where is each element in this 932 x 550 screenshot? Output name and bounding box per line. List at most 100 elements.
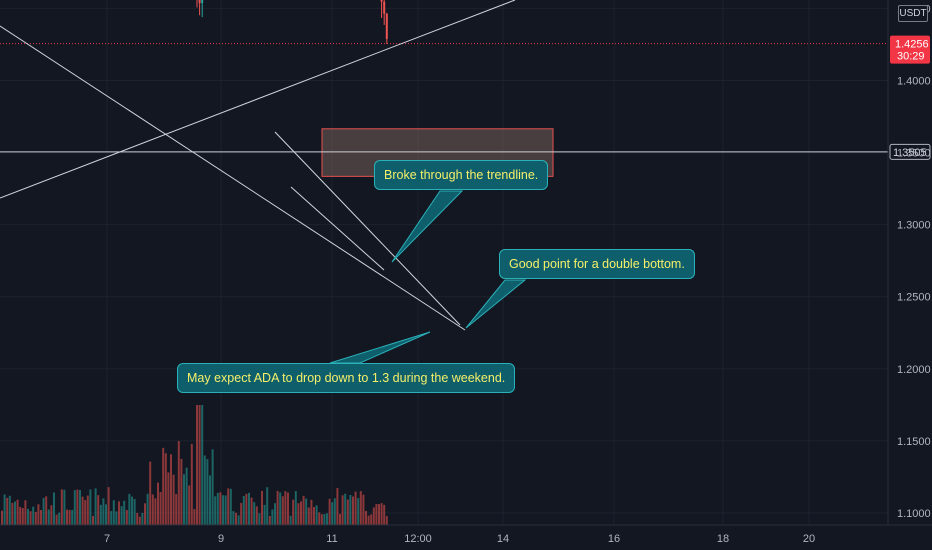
volume-bar: [29, 511, 32, 525]
volume-bar: [315, 505, 318, 525]
volume-bar: [68, 510, 71, 525]
volume-bar: [289, 515, 292, 525]
current-price-tag: [890, 35, 930, 64]
y-tick-label: 1.1000: [897, 508, 931, 520]
volume-bar: [84, 500, 87, 525]
volume-bar: [102, 498, 105, 525]
volume-bar: [172, 474, 175, 525]
volume-bar: [167, 472, 170, 525]
volume-bar: [318, 512, 321, 525]
volume-bar: [268, 516, 271, 525]
candlesticks: [196, 0, 388, 44]
volume-bar: [198, 405, 201, 525]
volume-bar: [92, 515, 94, 525]
volume-bar: [302, 495, 305, 525]
callout-pointer-double-bottom: [465, 279, 527, 329]
volume-bar: [131, 496, 133, 525]
volume-bar: [349, 494, 352, 525]
volume-bar: [287, 492, 289, 525]
x-tick-label: 12:00: [404, 533, 432, 545]
volume-bar: [89, 489, 92, 525]
volume-bar: [271, 509, 274, 525]
y-tick-label: 1.2000: [897, 364, 931, 376]
volume-bar: [367, 515, 370, 525]
volume-bar: [1, 510, 3, 525]
volume-bar: [188, 485, 191, 525]
volume-bar: [284, 491, 287, 525]
volume-bar: [6, 497, 9, 525]
volume-bar: [14, 501, 16, 525]
volume-bar: [42, 497, 45, 525]
x-tick-label: 7: [104, 533, 110, 545]
volume-bar: [47, 509, 50, 525]
volume-bar: [55, 514, 58, 525]
currency-badge[interactable]: USDT: [898, 5, 928, 22]
volume-bar: [354, 491, 357, 525]
volume-bar: [203, 455, 206, 525]
callout-pointers: [329, 190, 527, 364]
volume-bar: [227, 488, 230, 525]
horizontal-levels: 1.80291.76291.61811.54221.35051.425630:2…: [0, 35, 931, 160]
volume-bar: [219, 492, 222, 525]
volume-bar: [365, 511, 367, 525]
volume-bar: [352, 496, 354, 525]
volume-bar: [71, 509, 74, 525]
volume-bar: [99, 504, 102, 525]
volume-bar: [310, 499, 313, 525]
volume-bar: [40, 510, 42, 525]
annotation-trendline-break[interactable]: Broke through the trendline.: [374, 160, 549, 190]
volume-bar: [32, 506, 35, 525]
volume-bar: [339, 513, 341, 525]
y-tick-label: 1.3500: [897, 148, 931, 160]
volume-bar: [261, 490, 263, 525]
volume-bar: [346, 499, 349, 525]
volume-bar: [149, 461, 152, 525]
volume-bar: [326, 513, 328, 525]
volume-bar: [120, 506, 123, 525]
volume-bar: [378, 504, 380, 525]
x-tick-label: 18: [717, 533, 729, 545]
volume-bar: [37, 504, 40, 525]
volume-bar: [63, 489, 66, 525]
candle-body: [380, 0, 383, 2]
volume-bar: [11, 502, 14, 525]
volume-bar: [385, 516, 388, 525]
volume-bar: [94, 488, 97, 525]
level-tag: [889, 143, 931, 160]
annotation-weekend-drop[interactable]: May expect ADA to drop down to 1.3 durin…: [177, 363, 516, 393]
volume-bar: [97, 495, 100, 525]
rising-trendline: [0, 0, 516, 199]
volume-bar: [24, 500, 27, 525]
volume-bar: [232, 511, 235, 525]
candle-body: [201, 0, 204, 4]
volume-bar: [107, 487, 110, 525]
volume-bar: [16, 499, 19, 525]
channel-lower-line: [290, 186, 385, 271]
volume-bar: [323, 514, 326, 525]
annotation-double-bottom[interactable]: Good point for a double bottom.: [499, 249, 695, 279]
volume-bar: [73, 490, 76, 525]
volume-bar: [313, 506, 315, 525]
volume-bar: [58, 512, 61, 525]
volume-bar: [263, 504, 266, 525]
volume-bar: [159, 492, 162, 525]
volume-bars: [1, 405, 388, 525]
volume-bar: [281, 496, 284, 525]
callout-pointer-trendline: [391, 190, 464, 263]
volume-bar: [141, 512, 144, 525]
volume-bar: [154, 498, 157, 525]
callout-pointer-weekend: [329, 331, 431, 364]
volume-bar: [248, 492, 250, 525]
volume-bar: [34, 512, 37, 525]
volume-bar: [183, 474, 185, 525]
volume-bar: [300, 501, 302, 525]
volume-bar: [146, 493, 149, 525]
volume-bar: [196, 405, 198, 525]
volume-bar: [206, 459, 209, 525]
volume-bar: [224, 495, 227, 525]
y-tick-label: 1.3000: [897, 220, 931, 232]
volume-bar: [383, 504, 386, 525]
volume-bar: [81, 496, 84, 525]
